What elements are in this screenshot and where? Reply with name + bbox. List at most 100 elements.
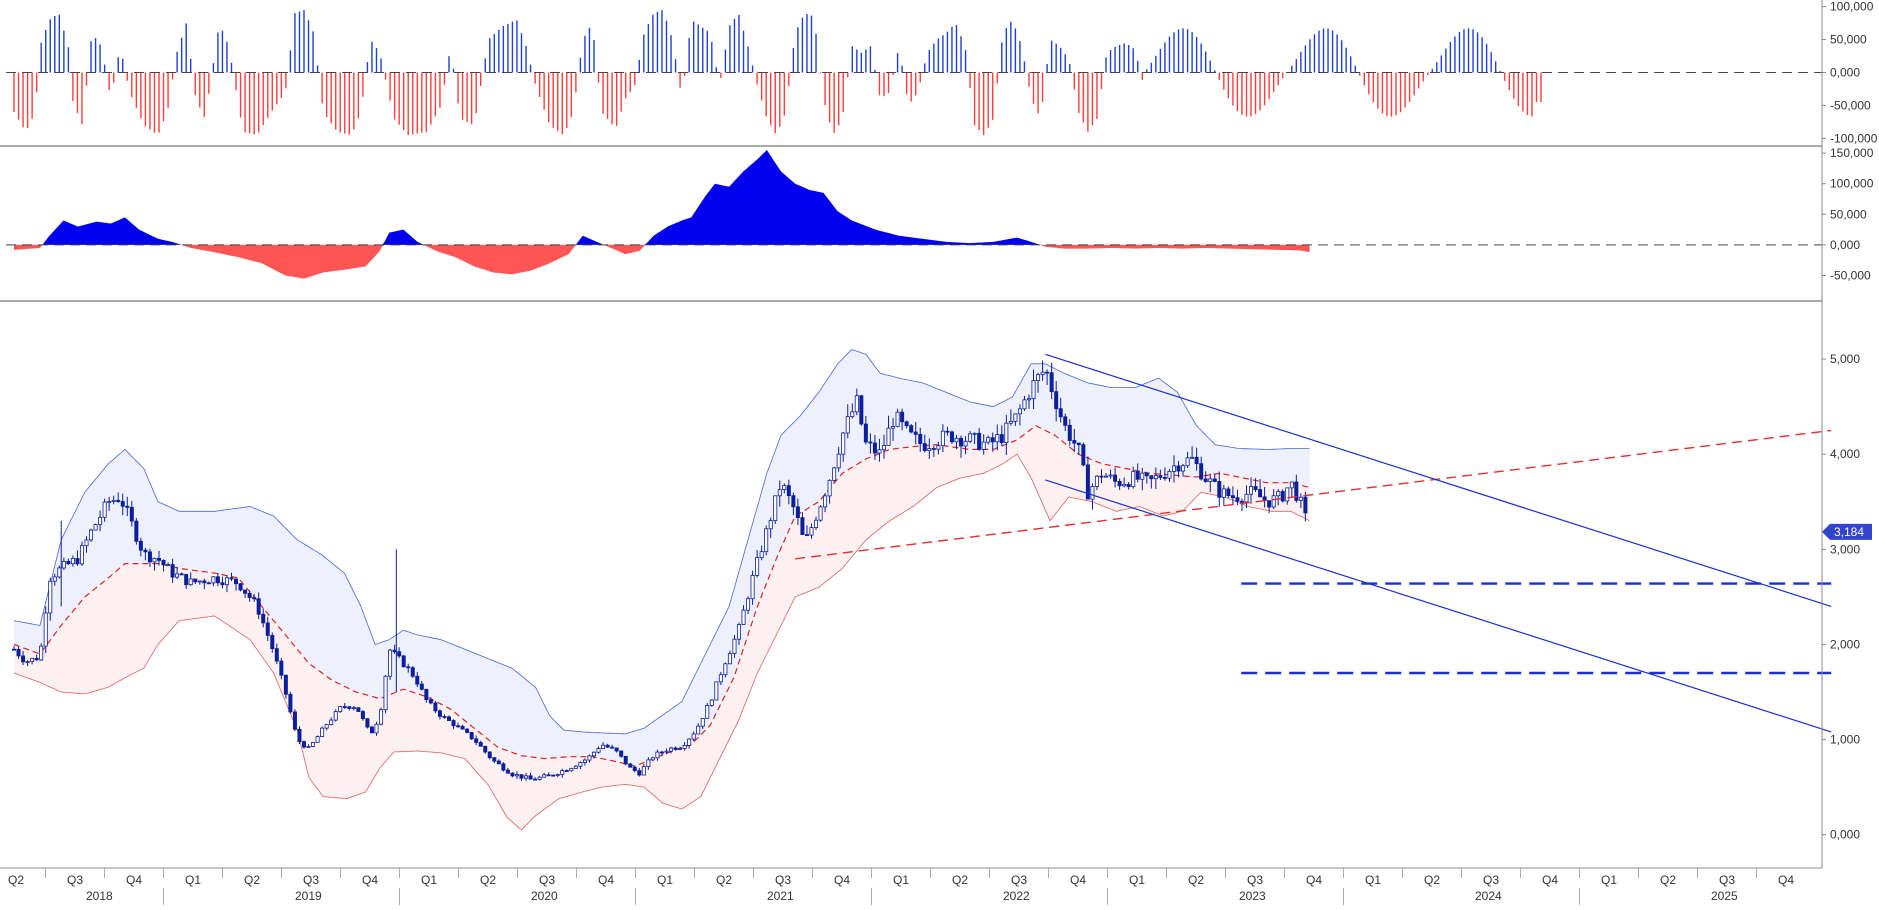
candle-body [945,430,950,433]
candle-body [433,702,438,712]
candle-body [261,613,266,624]
last-price-badge [1822,523,1872,540]
candle-body [1004,422,1009,444]
bollinger-mid-line [13,424,1310,767]
candle-body [274,648,279,662]
quarter-label: Q2 [480,873,496,887]
candle-body [1081,444,1086,466]
candle-body [11,648,16,651]
candle-body [166,564,171,566]
candle-body [714,681,719,701]
candle-body [52,576,57,582]
y-tick-label: 2,000 [1830,637,1860,651]
candle-body [1008,420,1013,424]
overlay-layer: 3,184 [6,72,1872,733]
candle-body [134,520,139,542]
candle-layer [11,360,1308,782]
quarter-label: Q3 [1247,873,1263,887]
candle-body [514,774,519,777]
candle-body [736,624,741,640]
quarter-label: Q2 [1424,873,1440,887]
candle-body [1072,440,1077,444]
candle-body [30,657,35,663]
candle-body [234,578,239,585]
candle-body [220,582,225,586]
candle-body [868,441,873,444]
candle-body [184,573,189,586]
candle-body [360,711,365,720]
candle-body [895,411,900,427]
candle-body [465,728,470,733]
candle-body [959,437,964,447]
candle-body [147,551,152,563]
candle-body [474,738,479,743]
y-tick-label: -100,000 [1830,131,1878,145]
candle-body [696,725,701,735]
candle-body [1171,465,1176,472]
candle-body [591,751,596,757]
candle-body [510,772,515,777]
candle-body [415,675,420,685]
candle-body [922,443,927,452]
candle-body [623,755,628,765]
candle-body [1031,380,1036,400]
candle-body [1298,496,1303,501]
candle-body [904,421,909,427]
candle-body [669,747,674,752]
candle-body [1212,478,1217,482]
candle-body [646,759,651,767]
y-tick-label: 100,000 [1830,0,1874,14]
candle-body [632,766,637,771]
candle-body [505,769,510,774]
candle-body [66,560,71,565]
candle-body [940,430,945,447]
candle-body [560,770,565,775]
candle-body [564,770,569,772]
candle-body [913,431,918,435]
candle-body [836,453,841,469]
candle-body [823,495,828,508]
candle-body [995,434,1000,443]
year-label: 2018 [86,889,113,903]
quarter-label: Q2 [1660,873,1676,887]
candle-body [75,558,80,565]
quarter-label: Q2 [8,873,24,887]
candle-body [492,757,497,762]
candle-body [900,411,905,423]
candle-body [542,774,547,778]
candle-body [39,645,44,661]
area-negative [14,244,1310,279]
y-tick-label: -50,000 [1830,269,1871,283]
candle-body [968,433,973,442]
candle-body [637,770,642,776]
year-label: 2023 [1239,889,1266,903]
candle-body [1144,472,1149,477]
candle-body [197,580,202,583]
candle-body [1244,493,1249,503]
candle-body [369,726,374,734]
candle-body [519,774,524,779]
candle-body [977,432,982,450]
candle-body [537,776,542,780]
candle-body [768,520,773,530]
candle-body [877,449,882,454]
candle-body [1185,457,1190,467]
candle-body [886,427,891,446]
candle-body [999,434,1004,444]
y-tick-label: 1,000 [1830,733,1860,747]
candle-body [129,506,134,522]
candle-body [863,423,868,443]
candle-body [551,774,556,777]
bollinger-upper-fill [14,349,1310,767]
candle-body [524,775,529,779]
candle-body [659,751,664,754]
candle-body [311,742,316,747]
candle-body [782,485,787,490]
candle-body [410,667,415,677]
quarter-label: Q2 [244,873,260,887]
candle-body [1249,486,1254,495]
candle-body [125,505,130,508]
candle-body [1113,474,1118,482]
candle-body [61,560,66,569]
